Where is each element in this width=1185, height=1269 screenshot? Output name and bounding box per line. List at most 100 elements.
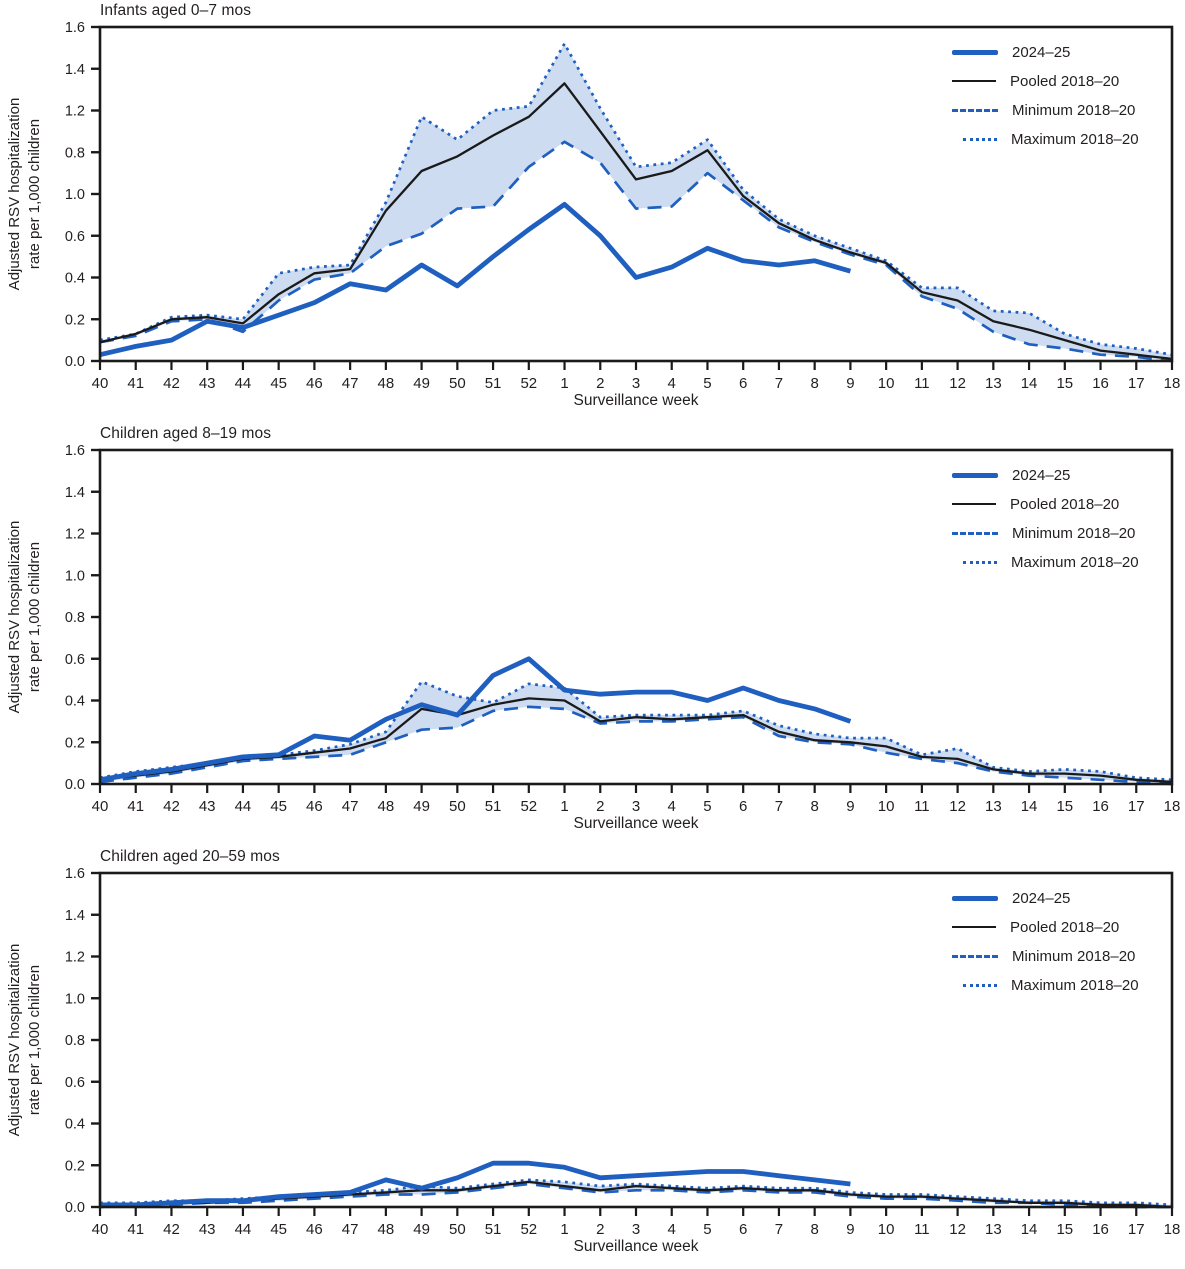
y-axis-label-line1: Adjusted RSV hospitalization (6, 943, 23, 1137)
x-tick-label: 9 (846, 375, 854, 392)
legend-label: 2024–25 (1012, 889, 1071, 907)
legend-item-pooled-2018-20: Pooled 2018–20 (952, 71, 1139, 91)
legend-label: Minimum 2018–20 (1012, 524, 1136, 542)
x-tick-label: 52 (520, 798, 537, 815)
y-tick-label: 1.2 (65, 527, 85, 543)
x-tick-label: 44 (235, 375, 252, 392)
x-tick-label: 45 (270, 1221, 287, 1238)
y-tick-label: 1.6 (65, 20, 85, 36)
x-tick-label: 14 (1021, 1221, 1038, 1238)
x-tick-label: 11 (914, 375, 930, 392)
y-tick-label: 1.4 (65, 908, 85, 924)
legend-swatch-solid-black-thin (952, 926, 996, 928)
legend-label: Maximum 2018–20 (1011, 553, 1139, 571)
min-max-band (100, 681, 1172, 784)
x-tick-label: 10 (878, 798, 895, 815)
x-tick-label: 8 (810, 798, 818, 815)
x-tick-label: 6 (739, 1221, 747, 1238)
x-tick-label: 45 (270, 375, 287, 392)
panel-infants-0-7-mos: 1.6 1.4 1.2 0.8 1.0 0.6 0.4 0.2 0.0 40 41 42 43 44 45 4… (0, 0, 1185, 423)
y-axis-label-line2: rate per 1,000 children (26, 541, 43, 693)
y-tick-label: 0.2 (65, 1158, 85, 1174)
x-tick-label: 15 (1056, 798, 1073, 815)
x-tick-label: 12 (949, 798, 966, 815)
y-tick-label: 0.4 (65, 1117, 85, 1133)
x-tick-label: 2 (596, 798, 604, 815)
legend-swatch-dashed-blue (952, 954, 998, 958)
legend: 2024–25 Pooled 2018–20 Minimum 2018–20 M… (952, 888, 1139, 995)
x-tick-label: 44 (235, 798, 252, 815)
x-tick-label: 4 (668, 798, 676, 815)
min-max-band (100, 1179, 1172, 1207)
x-tick-label: 13 (985, 1221, 1002, 1238)
x-tick-label: 41 (127, 375, 144, 392)
legend-swatch-dashed-blue (952, 531, 998, 535)
x-tick-label: 17 (1128, 798, 1145, 815)
x-axis-label: Surveillance week (573, 392, 699, 409)
y-tick-label: 1.6 (65, 443, 85, 459)
y-tick-label: 1.2 (65, 104, 85, 120)
x-tick-label: 48 (378, 798, 395, 815)
legend-label: Pooled 2018–20 (1010, 918, 1120, 936)
x-tick-label: 5 (703, 798, 711, 815)
y-tick-label: 1.2 (65, 950, 85, 966)
x-tick-label: 43 (199, 375, 216, 392)
legend-item-pooled-2018-20: Pooled 2018–20 (952, 917, 1139, 937)
legend-label: Minimum 2018–20 (1012, 947, 1136, 965)
x-tick-label: 40 (92, 375, 109, 392)
x-tick-label: 4 (668, 375, 676, 392)
x-axis-label: Surveillance week (573, 1238, 699, 1255)
x-tick-label: 51 (485, 798, 502, 815)
series-maximum-2018-20-line (99, 680, 1173, 782)
chart-children-8-19-mos: 1.61.41.21.00.80.60.40.20.040 41 42 43 44 45 4… (65, 443, 1181, 815)
x-tick-label: 16 (1092, 1221, 1109, 1238)
x-tick-label: 10 (878, 1221, 895, 1238)
y-tick-label: 0.4 (65, 694, 85, 710)
x-tick-label: 50 (449, 1221, 466, 1238)
x-tick-label: 42 (163, 1221, 180, 1238)
legend-label: Maximum 2018–20 (1011, 130, 1139, 148)
x-tick-label: 11 (914, 798, 930, 815)
y-axis-label: Adjusted RSV hospitalization rate per 1,… (5, 427, 47, 807)
x-axis-label: Surveillance week (573, 815, 699, 832)
x-tick-label: 43 (199, 1221, 216, 1238)
x-tick-label: 4 (668, 1221, 676, 1238)
x-tick-label: 44 (235, 1221, 252, 1238)
legend-item-minimum-2018-20: Minimum 2018–20 (952, 100, 1139, 120)
x-tick-label: 11 (914, 1221, 930, 1238)
x-tick-label: 42 (163, 375, 180, 392)
x-tick-label: 2 (596, 1221, 604, 1238)
y-axis-label-line1: Adjusted RSV hospitalization (6, 520, 23, 714)
y-tick-label: 1.0 (65, 568, 85, 584)
x-tick-label: 46 (306, 1221, 323, 1238)
series-minimum-2018-20-line (99, 1182, 1172, 1209)
x-tick-label: 15 (1056, 1221, 1073, 1238)
x-tick-label: 13 (985, 798, 1002, 815)
legend-item-2024-25: 2024–25 (952, 888, 1139, 908)
legend-label: Minimum 2018–20 (1012, 101, 1136, 119)
y-tick-label: 0.2 (65, 312, 85, 328)
panel-title: Infants aged 0–7 mos (100, 2, 252, 19)
y-axis-label-line2: rate per 1,000 children (26, 118, 43, 270)
x-tick-label: 46 (306, 375, 323, 392)
x-tick-label: 45 (270, 798, 287, 815)
x-tick-label: 18 (1164, 798, 1181, 815)
y-axis-label-line1: Adjusted RSV hospitalization (6, 97, 23, 291)
y-tick-label: 0.0 (65, 354, 85, 370)
panel-title: Children aged 20–59 mos (100, 848, 280, 865)
x-tick-label: 8 (810, 375, 818, 392)
legend-label: 2024–25 (1012, 43, 1071, 61)
x-tick-label: 51 (485, 375, 502, 392)
y-tick-label: 0.6 (65, 1075, 85, 1091)
chart-children-20-59-mos: 1.61.41.21.00.80.60.40.20.040 41 42 43 44 45 4… (65, 866, 1181, 1238)
legend-swatch-dotted-blue (963, 560, 997, 564)
series-pooled-2018-20-line (99, 697, 1173, 784)
x-tick-label: 3 (632, 798, 640, 815)
x-tick-label: 7 (775, 1221, 783, 1238)
legend-item-2024-25: 2024–25 (952, 465, 1139, 485)
legend-item-minimum-2018-20: Minimum 2018–20 (952, 523, 1139, 543)
legend-swatch-solid-black-thin (952, 80, 996, 82)
x-tick-label: 14 (1021, 798, 1038, 815)
x-tick-label: 12 (949, 1221, 966, 1238)
